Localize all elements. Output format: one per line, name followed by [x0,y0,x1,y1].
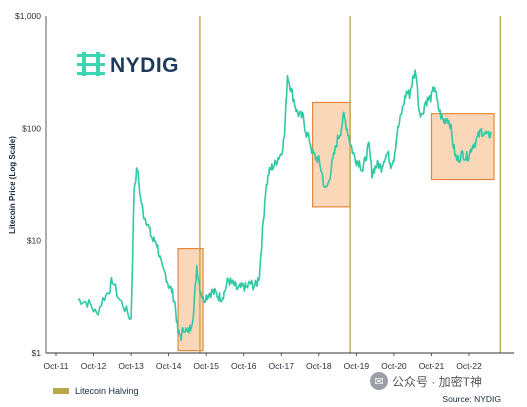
x-tick-label: Oct-11 [44,361,69,371]
nydig-logo: NYDIG [77,52,179,77]
legend-swatch-halving [53,388,69,394]
highlight-box-3 [430,113,495,181]
wechat-icon: ✉ [370,372,388,390]
y-axis-label: Litecoin Price (Log Scale) [8,136,17,234]
source-note: Source: NYDIG [442,394,501,404]
x-tick-label: Oct-14 [156,361,182,371]
y-axis-ticks: $1 $10 $100 $1,000 [15,11,41,358]
x-tick-label: Oct-21 [419,361,445,371]
halving-lines [199,16,501,353]
x-tick-label: Oct-16 [231,361,257,371]
highlight-box-2 [311,101,351,208]
y-tick-label: $100 [22,123,41,133]
y-tick-label: $10 [27,236,41,246]
nydig-logo-icon [77,52,105,76]
y-tick-label: $1 [32,348,42,358]
watermark-text: 公众号 · 加密T神 [392,374,482,389]
plot-area [77,69,492,342]
litecoin-price-line [77,69,492,342]
legend-label: Litecoin Halving [75,386,139,396]
x-tick-label: Oct-20 [381,361,407,371]
x-tick-label: Oct-12 [81,361,107,371]
x-tick-label: Oct-17 [269,361,295,371]
x-tick-label: Oct-15 [193,361,219,371]
watermark: ✉ 公众号 · 加密T神 [370,372,482,390]
x-tick-label: Oct-19 [344,361,370,371]
y-tick-label: $1,000 [15,11,41,21]
x-tick-label: Oct-18 [306,361,332,371]
logo-text: NYDIG [110,54,179,77]
x-tick-label: Oct-22 [456,361,482,371]
legend: Litecoin Halving [53,386,139,396]
x-tick-label: Oct-13 [118,361,144,371]
highlight-boxes [177,101,495,352]
x-axis-ticks: Oct-11 Oct-12 Oct-13 Oct-14 Oct-15 Oct-16 Oct-… [44,353,482,371]
